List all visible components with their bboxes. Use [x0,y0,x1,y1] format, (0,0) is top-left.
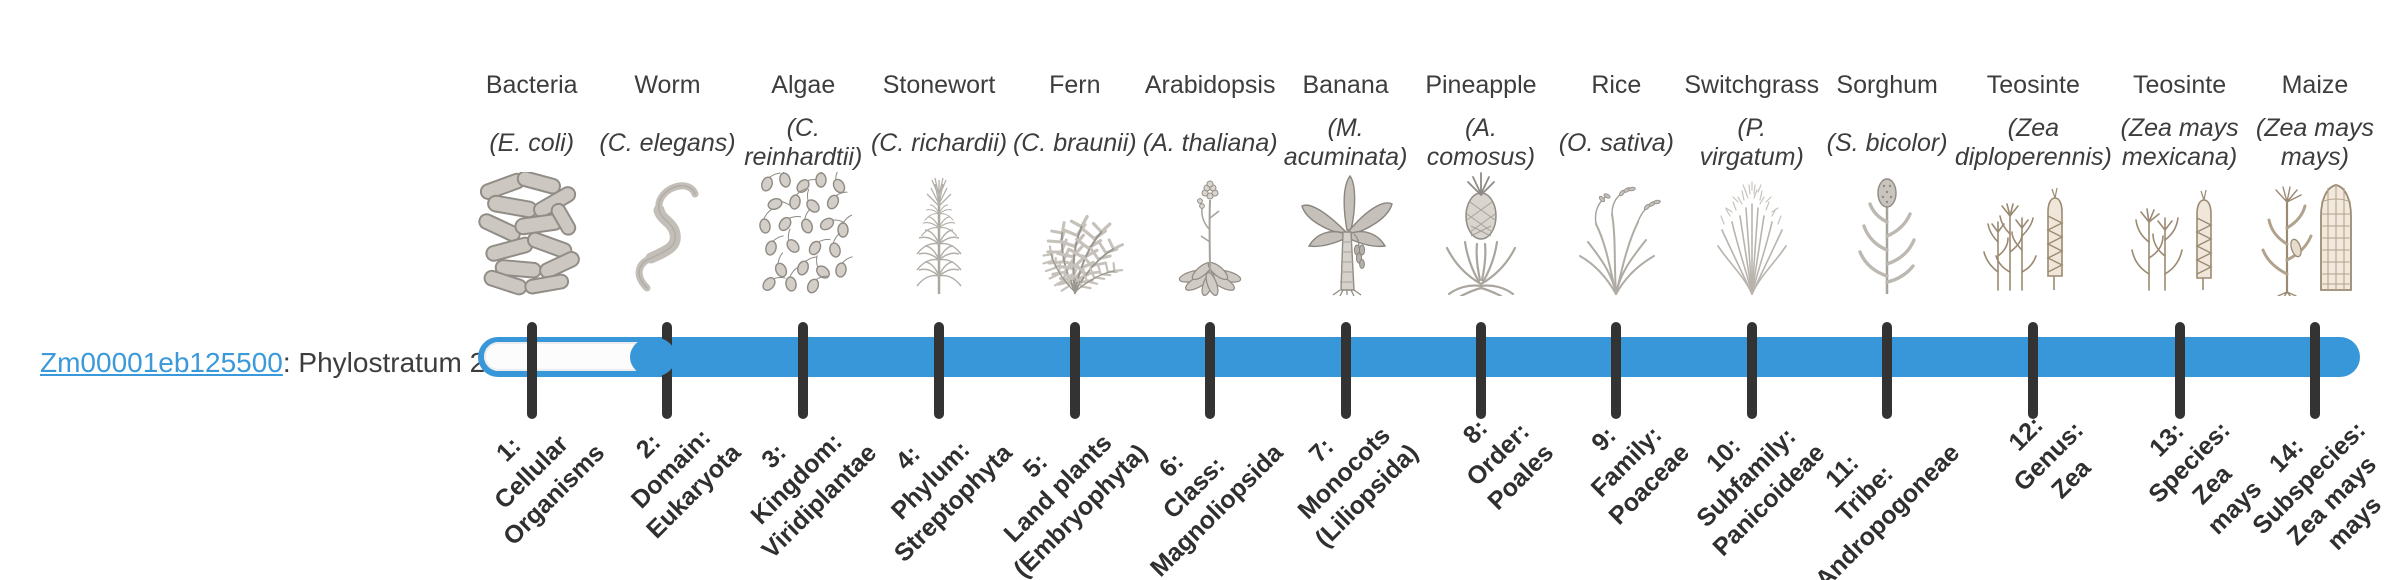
stratum-label: 14: Subspecies: Zea mays mays [2246,416,2387,556]
timeline-unfilled-segment [484,342,656,371]
organism-column-banana: Banana (M. acuminata) [1278,40,1424,580]
timeline-tick [526,322,537,419]
organism-scientific-name: (E. coli) [489,128,575,157]
organism-name: Bacteria [485,70,578,99]
timeline-tick [1746,322,1757,419]
organism-scientific-name: (A. thaliana) [1142,128,1278,157]
fern-icon [1007,172,1142,296]
timeline-tick [1069,322,1080,419]
gene-label: Zm00001eb125500: Phylostratum 2 [40,344,485,382]
organism-column-bacteria: Bacteria (E. coli) [464,40,610,580]
organism-name: Stonewort [882,70,996,99]
switchgrass-icon [1684,172,1819,296]
organism-column-teosinte-mexicana: Teosinte (Zea mays mexicana) [2112,40,2267,580]
organism-column-fern: Fern (C. braunii) [999,40,1153,580]
organism-name: Banana [1302,70,1389,99]
organism-scientific-name: (C. reinhardtii) [744,114,863,171]
organism-column-pineapple: Pineapple (A. comosus) [1413,40,1559,580]
banana-icon [1278,172,1413,296]
teosinte-mexicana-icon [2112,172,2247,296]
timeline-tick [798,322,809,419]
organism-scientific-name: (C. braunii) [1012,128,1137,157]
gene-annotation: : Phylostratum 2 [282,347,486,378]
timeline-bar [478,337,2360,377]
stonewort-icon [871,172,1007,296]
organism-name: Algae [771,70,836,99]
maize-icon [2247,172,2382,296]
arabidopsis-icon [1142,172,1277,296]
bacteria-icon [464,172,599,296]
organism-column-algae: Algae (C. reinhardtii) [736,40,882,580]
timeline-tick [2174,322,2185,419]
timeline-tick [1205,322,1216,419]
organism-name: Pineapple [1425,70,1537,99]
worm-icon [599,172,735,296]
timeline-tick [1882,322,1893,419]
organism-scientific-name: (P. virgatum) [1699,114,1804,171]
organism-scientific-name: (Zea mays mexicana) [2120,114,2239,171]
organism-column-rice: Rice (O. sativa) [1549,40,1695,580]
teosinte-diploperennis-icon [1955,172,2112,296]
organism-column-stonewort: Stonewort (C. richardii) [870,40,1018,580]
gene-id-link[interactable]: Zm00001eb125500 [40,347,283,378]
organism-scientific-name: (M. acuminata) [1283,114,1408,171]
organism-columns: Bacteria (E. coli) [464,40,2387,580]
stratum-label: 8: Order: Poales [1457,414,1560,516]
stratum-label: 3: Kingdom: Viridiplantae [745,427,882,565]
organism-name: Maize [2281,70,2349,99]
sorghum-icon [1819,172,1954,296]
organism-column-arabidopsis: Arabidopsis (A. thaliana) [1142,40,1289,580]
organism-scientific-name: (A. comosus) [1426,114,1536,171]
timeline-tick [2028,322,2039,419]
organism-column-switchgrass: Switchgrass (P. virgatum) [1684,40,1830,580]
organism-name: Fern [1049,70,1101,99]
organism-scientific-name: (O. sativa) [1558,128,1674,157]
organism-name: Rice [1591,70,1642,99]
rice-icon [1549,172,1684,296]
organism-scientific-name: (C. elegans) [599,128,736,157]
stratum-label: 12: Genus: Zea [2003,411,2097,505]
pineapple-icon [1413,172,1548,296]
organism-column-teosinte-diploperennis: Teosinte (Zea diploperennis) [1955,40,2112,580]
organism-column-sorghum: Sorghum (S. bicolor) [1810,40,1965,580]
organism-name: Teosinte [2132,70,2227,99]
organism-scientific-name: (Zea mays mays) [2255,114,2374,171]
organism-column-maize: Maize (Zea mays mays) [2247,40,2387,580]
organism-name: Teosinte [1986,70,2080,99]
timeline-tick [1475,322,1486,419]
timeline-tick [2309,322,2320,419]
organism-name: Switchgrass [1684,70,1820,99]
timeline-tick [1611,322,1622,419]
timeline-fill-start-cap [630,337,676,377]
organism-name: Worm [634,70,701,99]
timeline-tick [1340,322,1351,419]
organism-scientific-name: (S. bicolor) [1826,128,1948,157]
algae-icon [736,172,871,296]
organism-name: Sorghum [1836,70,1938,99]
organism-scientific-name: (Zea diploperennis) [1954,114,2112,171]
organism-name: Arabidopsis [1144,70,1276,99]
timeline-tick [934,322,945,419]
organism-scientific-name: (C. richardii) [870,128,1008,157]
